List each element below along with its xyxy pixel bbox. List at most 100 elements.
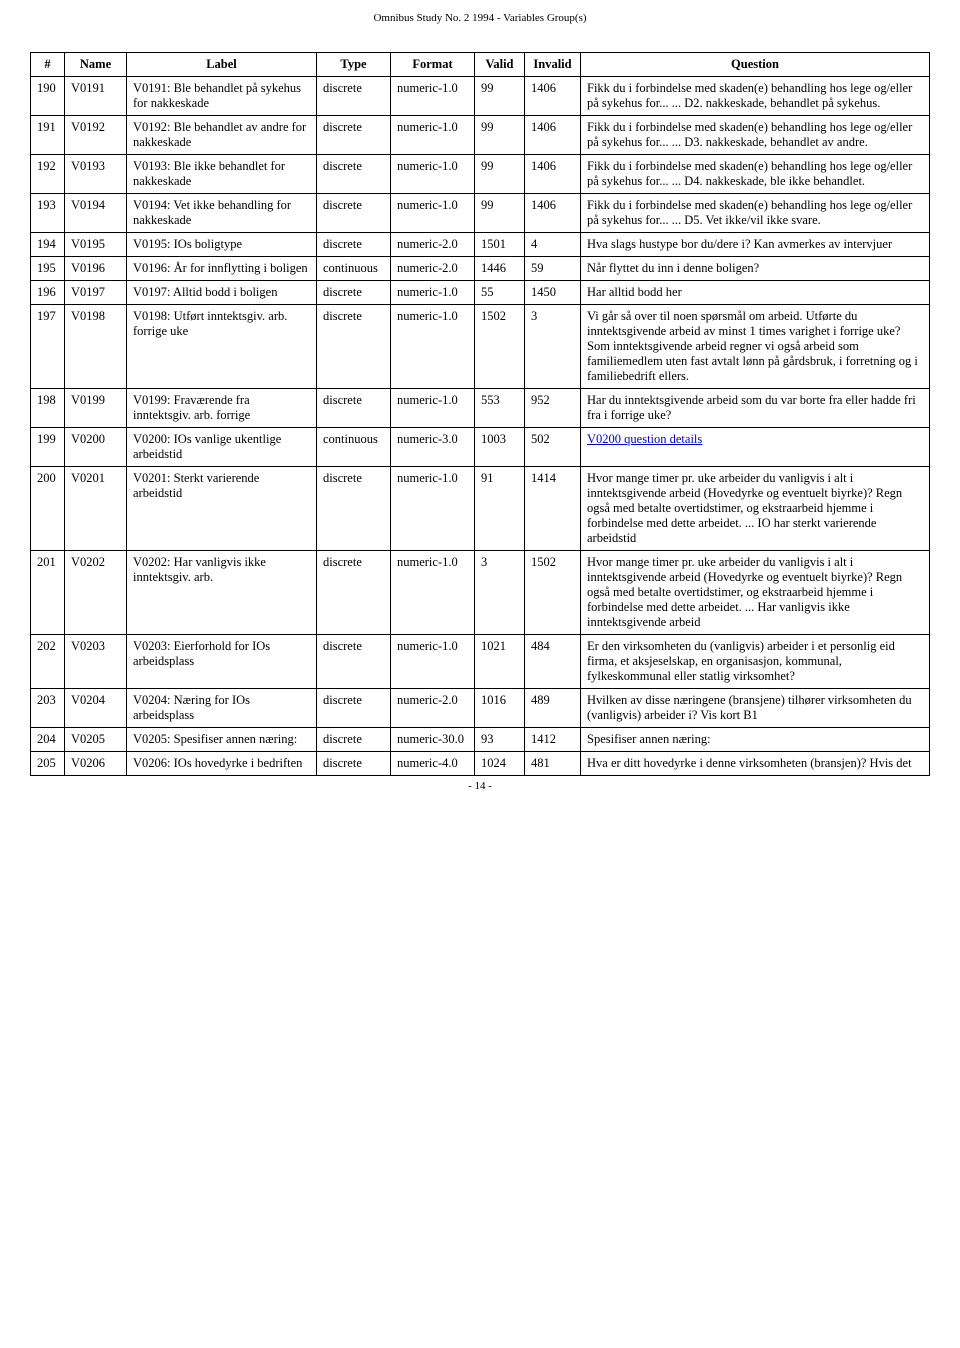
cell-valid: 93 (475, 728, 525, 752)
cell-question: Er den virksomheten du (vanligvis) arbei… (581, 635, 930, 689)
cell-valid: 55 (475, 281, 525, 305)
cell-label: V0205: Spesifiser annen næring: (127, 728, 317, 752)
cell-num: 199 (31, 428, 65, 467)
cell-label: V0199: Fraværende fra inntektsgiv. arb. … (127, 389, 317, 428)
cell-num: 191 (31, 116, 65, 155)
cell-num: 190 (31, 77, 65, 116)
table-row: 193V0194V0194: Vet ikke behandling for n… (31, 194, 930, 233)
cell-valid: 1501 (475, 233, 525, 257)
col-name: Name (65, 53, 127, 77)
cell-invalid: 1450 (525, 281, 581, 305)
cell-name: V0204 (65, 689, 127, 728)
cell-label: V0193: Ble ikke behandlet for nakkeskade (127, 155, 317, 194)
table-body: 190V0191V0191: Ble behandlet på sykehus … (31, 77, 930, 776)
cell-name: V0198 (65, 305, 127, 389)
cell-label: V0192: Ble behandlet av andre for nakkes… (127, 116, 317, 155)
doc-title: Omnibus Study No. 2 1994 - Variables Gro… (30, 12, 930, 24)
cell-name: V0196 (65, 257, 127, 281)
cell-label: V0201: Sterkt varierende arbeidstid (127, 467, 317, 551)
cell-name: V0202 (65, 551, 127, 635)
col-format: Format (391, 53, 475, 77)
cell-invalid: 4 (525, 233, 581, 257)
cell-name: V0203 (65, 635, 127, 689)
cell-type: discrete (317, 116, 391, 155)
cell-type: discrete (317, 689, 391, 728)
col-valid: Valid (475, 53, 525, 77)
cell-format: numeric-1.0 (391, 389, 475, 428)
table-row: 198V0199V0199: Fraværende fra inntektsgi… (31, 389, 930, 428)
col-invalid: Invalid (525, 53, 581, 77)
cell-num: 193 (31, 194, 65, 233)
cell-question: Fikk du i forbindelse med skaden(e) beha… (581, 194, 930, 233)
cell-invalid: 1502 (525, 551, 581, 635)
cell-num: 201 (31, 551, 65, 635)
table-row: 201V0202V0202: Har vanligvis ikke inntek… (31, 551, 930, 635)
cell-type: discrete (317, 551, 391, 635)
col-type: Type (317, 53, 391, 77)
cell-name: V0200 (65, 428, 127, 467)
cell-valid: 1016 (475, 689, 525, 728)
table-row: 190V0191V0191: Ble behandlet på sykehus … (31, 77, 930, 116)
cell-valid: 1024 (475, 752, 525, 776)
cell-label: V0202: Har vanligvis ikke inntektsgiv. a… (127, 551, 317, 635)
cell-valid: 91 (475, 467, 525, 551)
cell-name: V0199 (65, 389, 127, 428)
cell-label: V0206: IOs hovedyrke i bedriften (127, 752, 317, 776)
table-row: 204V0205V0205: Spesifiser annen næring:d… (31, 728, 930, 752)
cell-question: Har du inntektsgivende arbeid som du var… (581, 389, 930, 428)
cell-name: V0205 (65, 728, 127, 752)
cell-type: discrete (317, 635, 391, 689)
table-row: 203V0204V0204: Næring for IOs arbeidspla… (31, 689, 930, 728)
cell-num: 202 (31, 635, 65, 689)
cell-type: discrete (317, 467, 391, 551)
cell-format: numeric-1.0 (391, 467, 475, 551)
cell-valid: 99 (475, 116, 525, 155)
table-header-row: # Name Label Type Format Valid Invalid Q… (31, 53, 930, 77)
cell-question: Har alltid bodd her (581, 281, 930, 305)
cell-label: V0198: Utført inntektsgiv. arb. forrige … (127, 305, 317, 389)
cell-invalid: 59 (525, 257, 581, 281)
cell-type: discrete (317, 281, 391, 305)
cell-label: V0197: Alltid bodd i boligen (127, 281, 317, 305)
cell-num: 204 (31, 728, 65, 752)
cell-name: V0194 (65, 194, 127, 233)
cell-invalid: 1406 (525, 77, 581, 116)
cell-invalid: 1406 (525, 116, 581, 155)
cell-type: discrete (317, 305, 391, 389)
cell-invalid: 1414 (525, 467, 581, 551)
cell-question: Hvilken av disse næringene (bransjene) t… (581, 689, 930, 728)
table-row: 196V0197V0197: Alltid bodd i boligendisc… (31, 281, 930, 305)
cell-label: V0203: Eierforhold for IOs arbeidsplass (127, 635, 317, 689)
cell-format: numeric-1.0 (391, 635, 475, 689)
table-row: 202V0203V0203: Eierforhold for IOs arbei… (31, 635, 930, 689)
cell-type: discrete (317, 389, 391, 428)
cell-format: numeric-1.0 (391, 194, 475, 233)
col-num: # (31, 53, 65, 77)
cell-format: numeric-1.0 (391, 155, 475, 194)
cell-question: Spesifiser annen næring: (581, 728, 930, 752)
question-details-link[interactable]: V0200 question details (587, 432, 702, 446)
cell-question: Vi går så over til noen spørsmål om arbe… (581, 305, 930, 389)
cell-invalid: 489 (525, 689, 581, 728)
cell-format: numeric-4.0 (391, 752, 475, 776)
cell-type: continuous (317, 428, 391, 467)
cell-num: 200 (31, 467, 65, 551)
cell-valid: 3 (475, 551, 525, 635)
cell-format: numeric-1.0 (391, 551, 475, 635)
cell-question: Hvor mange timer pr. uke arbeider du van… (581, 551, 930, 635)
cell-type: discrete (317, 728, 391, 752)
cell-question: Fikk du i forbindelse med skaden(e) beha… (581, 155, 930, 194)
cell-format: numeric-2.0 (391, 689, 475, 728)
cell-num: 205 (31, 752, 65, 776)
cell-type: discrete (317, 752, 391, 776)
cell-name: V0201 (65, 467, 127, 551)
table-row: 195V0196V0196: År for innflytting i boli… (31, 257, 930, 281)
cell-invalid: 484 (525, 635, 581, 689)
cell-question: Hvor mange timer pr. uke arbeider du van… (581, 467, 930, 551)
col-label: Label (127, 53, 317, 77)
cell-label: V0200: IOs vanlige ukentlige arbeidstid (127, 428, 317, 467)
cell-question: Hva er ditt hovedyrke i denne virksomhet… (581, 752, 930, 776)
cell-format: numeric-30.0 (391, 728, 475, 752)
cell-format: numeric-1.0 (391, 77, 475, 116)
cell-question: Hva slags hustype bor du/dere i? Kan avm… (581, 233, 930, 257)
